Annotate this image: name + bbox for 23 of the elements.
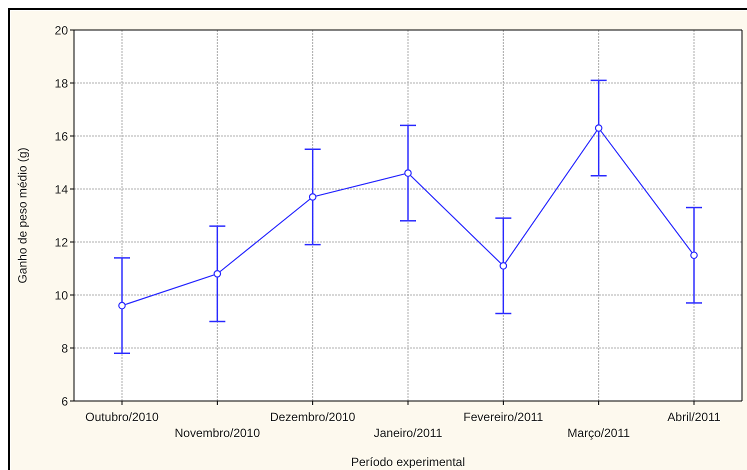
y-axis-title: Ganho de peso médio (g) bbox=[15, 147, 30, 284]
point bbox=[500, 262, 508, 270]
y-tick-label: 6 bbox=[61, 394, 68, 408]
x-tick-label: Outubro/2010 bbox=[85, 410, 160, 424]
x-tick-label: Fevereiro/2011 bbox=[463, 410, 544, 424]
y-tick-label: 16 bbox=[54, 129, 68, 144]
point bbox=[594, 124, 602, 132]
y-tick-label: 14 bbox=[54, 182, 68, 196]
x-tick-label: Novembro/2010 bbox=[174, 426, 260, 440]
x-tick-label: Abril/2011 bbox=[667, 410, 721, 424]
y-tick-label: 8 bbox=[61, 341, 68, 356]
point bbox=[404, 169, 412, 177]
x-tick-label: Março/2011 bbox=[567, 426, 630, 440]
point bbox=[690, 251, 698, 260]
point bbox=[118, 302, 126, 310]
point bbox=[308, 193, 316, 201]
point bbox=[214, 270, 222, 278]
x-tick-label: Janeiro/2011 bbox=[374, 426, 443, 440]
y-tick-label: 10 bbox=[54, 288, 68, 302]
y-tick-label: 12 bbox=[54, 235, 68, 250]
y-tick-label: 18 bbox=[54, 76, 68, 90]
y-tick-label: 20 bbox=[54, 23, 68, 38]
x-tick-label: Dezembro/2010 bbox=[270, 410, 356, 424]
